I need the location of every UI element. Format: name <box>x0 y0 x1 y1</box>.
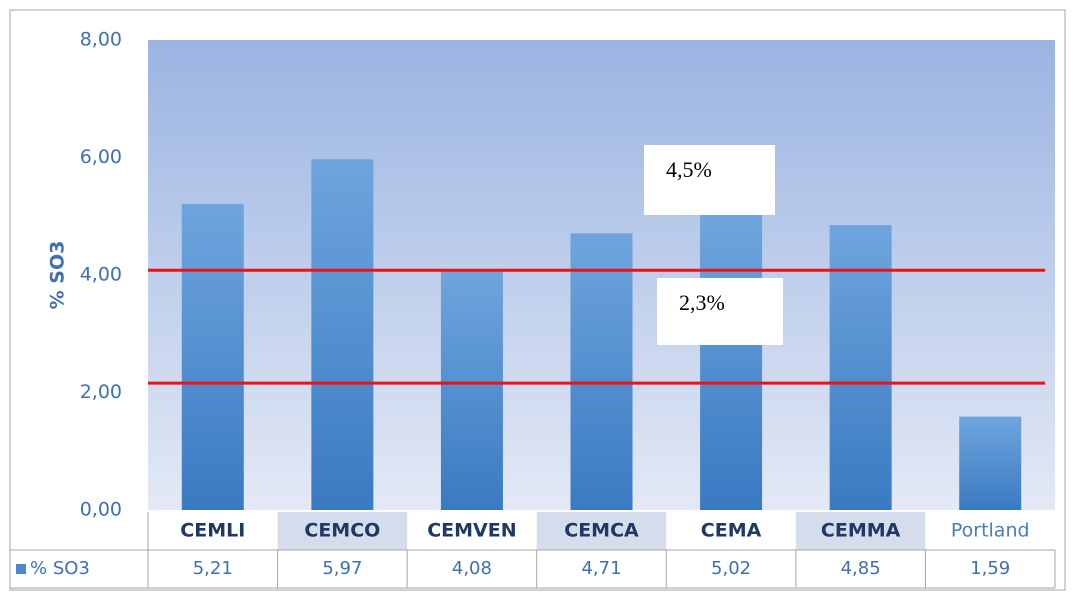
category-cell <box>277 512 408 550</box>
x-tick-label: CEMCO <box>304 520 380 542</box>
bar <box>181 203 244 510</box>
bar <box>570 233 633 510</box>
value-label: 5,21 <box>193 558 233 579</box>
value-label: 4,08 <box>452 558 492 579</box>
bar <box>311 159 374 510</box>
legend-swatch <box>16 564 26 574</box>
value-label: 5,97 <box>322 558 362 579</box>
bar <box>440 270 503 510</box>
category-cell <box>536 512 667 550</box>
x-tick-label: CEMLI <box>180 520 245 542</box>
y-tick-label: 8,00 <box>80 29 122 51</box>
y-tick-label: 0,00 <box>80 499 122 521</box>
x-tick-label: Portland <box>951 520 1030 542</box>
bar <box>959 416 1022 510</box>
y-axis-title: % SO3 <box>47 241 69 310</box>
bar <box>829 225 892 510</box>
x-tick-label: CEMA <box>701 520 762 542</box>
value-label: 4,71 <box>581 558 621 579</box>
x-tick-label: CEMVEN <box>427 520 516 542</box>
annotation-box <box>657 278 783 345</box>
bar <box>700 215 763 510</box>
y-tick-label: 6,00 <box>80 146 122 168</box>
x-tick-label: CEMCA <box>564 520 639 542</box>
category-cell <box>795 512 926 550</box>
legend-label: % SO3 <box>30 558 90 579</box>
annotation-box <box>644 145 775 215</box>
x-tick-label: CEMMA <box>821 520 901 542</box>
annotation: 2,3% <box>679 290 725 315</box>
y-tick-label: 2,00 <box>80 381 122 403</box>
y-tick-label: 4,00 <box>80 264 122 286</box>
annotation: 4,5% <box>666 157 712 182</box>
value-label: 4,85 <box>841 558 881 579</box>
value-label: 1,59 <box>970 558 1010 579</box>
value-label: 5,02 <box>711 558 751 579</box>
